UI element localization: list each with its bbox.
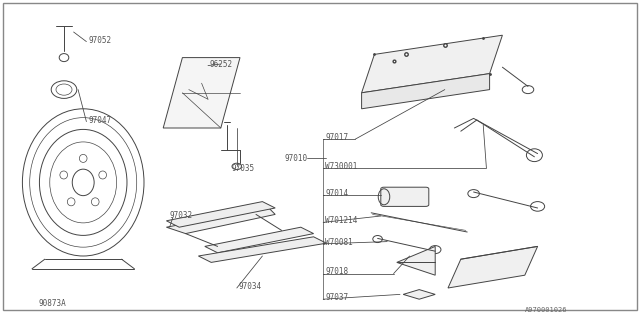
Polygon shape	[403, 290, 435, 299]
Text: 97018: 97018	[325, 268, 348, 276]
Text: W701214: W701214	[325, 216, 358, 225]
Polygon shape	[397, 246, 435, 275]
Polygon shape	[205, 227, 314, 253]
Polygon shape	[448, 246, 538, 288]
Text: 97010: 97010	[285, 154, 308, 163]
Polygon shape	[362, 74, 490, 109]
Text: 97017: 97017	[325, 133, 348, 142]
Text: 97032: 97032	[170, 212, 193, 220]
Polygon shape	[362, 35, 502, 93]
Text: 97034: 97034	[238, 282, 261, 291]
Text: A970001026: A970001026	[525, 308, 567, 313]
Text: 96252: 96252	[210, 60, 233, 68]
Text: 97047: 97047	[88, 116, 111, 124]
Polygon shape	[166, 208, 275, 234]
Text: 90873A: 90873A	[38, 300, 66, 308]
Polygon shape	[163, 58, 240, 128]
FancyBboxPatch shape	[381, 187, 429, 206]
Text: W70081: W70081	[325, 238, 353, 247]
Text: 97035: 97035	[232, 164, 255, 172]
Text: 97052: 97052	[88, 36, 111, 44]
Text: 97014: 97014	[325, 189, 348, 198]
Text: W730001: W730001	[325, 162, 358, 171]
Text: 97037: 97037	[325, 293, 348, 302]
Polygon shape	[198, 237, 326, 262]
Polygon shape	[166, 202, 275, 227]
